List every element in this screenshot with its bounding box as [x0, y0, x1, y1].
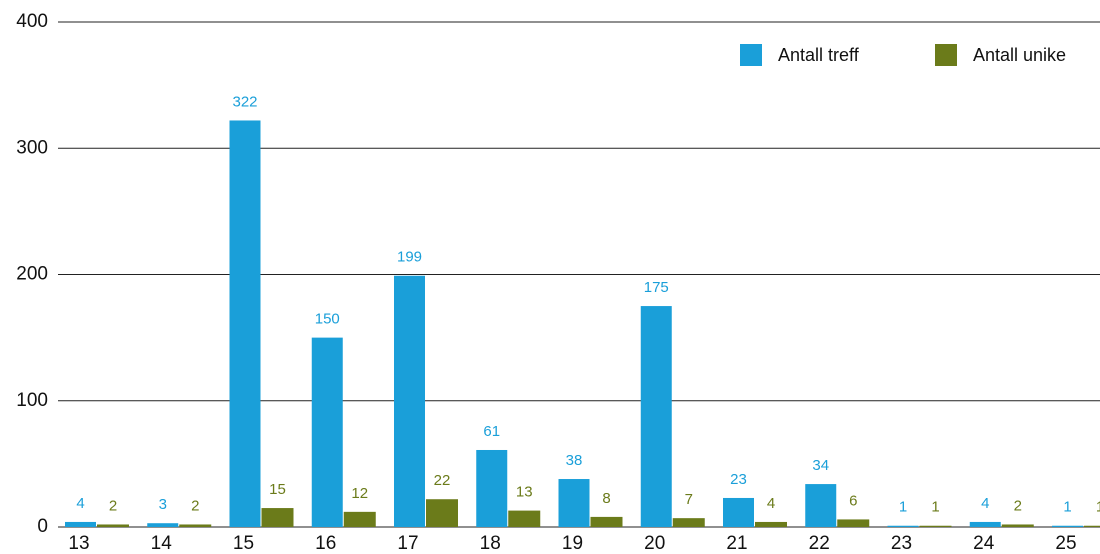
value-label: 1 [931, 499, 939, 516]
value-label: 1 [899, 499, 907, 516]
bar [508, 510, 541, 527]
value-label: 199 [397, 249, 422, 266]
x-tick-label: 23 [891, 533, 912, 554]
bar [837, 519, 870, 527]
bar [65, 521, 96, 527]
value-label: 15 [269, 481, 286, 498]
bar [476, 449, 508, 527]
bar [640, 306, 672, 527]
bar [147, 523, 179, 527]
value-label: 4 [767, 495, 775, 512]
value-label: 7 [685, 491, 693, 508]
value-label: 13 [516, 484, 533, 501]
y-tick-label: 300 [16, 137, 48, 158]
value-label: 34 [812, 457, 829, 474]
value-label: 175 [644, 279, 669, 296]
legend-label: Antall unike [973, 45, 1066, 65]
bar [969, 521, 1001, 527]
y-tick-label: 0 [37, 516, 48, 537]
x-tick-label: 16 [315, 533, 336, 554]
value-label: 322 [232, 93, 257, 110]
x-tick-label: 18 [480, 533, 501, 554]
bar [755, 521, 787, 527]
x-tick-label: 22 [809, 533, 830, 554]
value-label: 2 [191, 497, 199, 514]
value-label: 38 [566, 452, 583, 469]
bar [97, 524, 129, 527]
value-label: 4 [76, 495, 84, 512]
bar [805, 484, 837, 527]
value-label: 22 [434, 472, 451, 489]
bar [672, 518, 705, 527]
bar [179, 524, 212, 527]
bar [261, 508, 294, 527]
bar [723, 497, 754, 527]
value-label: 6 [849, 492, 857, 509]
bar [1084, 525, 1100, 527]
value-label: 4 [981, 495, 989, 512]
bar [1052, 525, 1083, 527]
value-label: 8 [602, 490, 610, 507]
bar [343, 511, 376, 527]
x-tick-label: 24 [973, 533, 995, 554]
value-label: 61 [483, 423, 500, 440]
x-tick-label: 15 [233, 533, 254, 554]
value-label: 23 [730, 471, 747, 488]
legend-swatch [740, 44, 762, 66]
x-tick-label: 14 [151, 533, 173, 554]
y-tick-label: 200 [16, 264, 48, 285]
bar [558, 479, 590, 527]
y-tick-label: 400 [16, 11, 48, 32]
value-label: 1 [1096, 499, 1100, 516]
bar [426, 499, 458, 527]
bar [919, 525, 952, 527]
bar [311, 337, 343, 527]
x-tick-label: 20 [644, 533, 665, 554]
value-label: 3 [159, 496, 167, 513]
bar [1001, 524, 1034, 527]
value-label: 2 [109, 497, 117, 514]
bar [394, 275, 425, 527]
x-tick-label: 17 [397, 533, 418, 554]
value-label: 12 [351, 485, 368, 502]
value-label: 2 [1014, 497, 1022, 514]
x-tick-label: 13 [68, 533, 89, 554]
x-tick-label: 25 [1055, 533, 1076, 554]
bar [229, 120, 261, 527]
value-label: 150 [315, 311, 340, 328]
legend-label: Antall treff [778, 45, 860, 65]
bar [590, 516, 623, 527]
legend-swatch [935, 44, 957, 66]
y-tick-label: 100 [16, 390, 48, 411]
x-tick-label: 21 [726, 533, 747, 554]
bar [887, 525, 919, 527]
x-tick-label: 19 [562, 533, 583, 554]
value-label: 1 [1063, 499, 1071, 516]
